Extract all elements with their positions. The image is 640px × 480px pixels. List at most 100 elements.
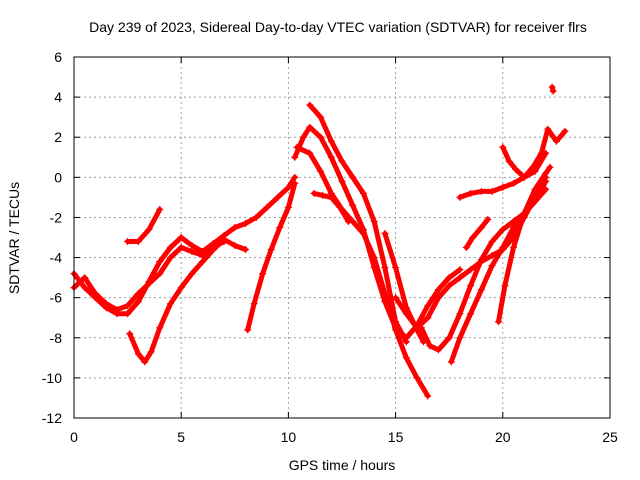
- y-tick-label: 6: [54, 49, 62, 65]
- series-arc-10: [381, 229, 427, 346]
- data-point: [488, 252, 496, 260]
- data-point: [188, 242, 196, 250]
- data-point: [327, 193, 335, 201]
- data-point: [147, 348, 155, 356]
- data-point: [244, 326, 252, 334]
- series-arc-8: [293, 143, 432, 400]
- data-point: [291, 153, 299, 161]
- data-point: [544, 125, 552, 133]
- data-point: [145, 280, 153, 288]
- data-point: [177, 284, 185, 292]
- x-tick-labels: 0 5 10 15 20 25: [70, 429, 618, 445]
- x-tick-label: 25: [602, 429, 618, 445]
- data-point: [499, 183, 507, 191]
- series-arc-7: [306, 101, 410, 346]
- data-point: [537, 149, 545, 157]
- data-point: [113, 306, 121, 314]
- data-point: [499, 225, 507, 233]
- y-tick-label: -12: [42, 410, 62, 426]
- data-point: [293, 143, 301, 151]
- chart-title: Day 239 of 2023, Sidereal Day-to-day VTE…: [89, 19, 587, 35]
- data-point: [134, 298, 142, 306]
- data-point: [549, 87, 557, 95]
- series-trace: [71, 174, 298, 317]
- data-point: [456, 266, 464, 274]
- plot-frame: [73, 56, 611, 419]
- y-tick-label: -6: [50, 290, 63, 306]
- data-point: [310, 189, 318, 197]
- data-point: [327, 153, 335, 161]
- x-tick-label: 5: [177, 429, 185, 445]
- axis-ticks: [73, 56, 611, 419]
- data-point: [156, 205, 164, 213]
- data-point: [134, 350, 142, 358]
- series-trace: [127, 237, 248, 365]
- data-point: [445, 274, 453, 282]
- data-point: [349, 173, 357, 181]
- data-point: [156, 324, 164, 332]
- data-point: [188, 248, 196, 256]
- data-point: [319, 191, 327, 199]
- data-point: [501, 282, 509, 290]
- data-point: [467, 310, 475, 318]
- data-point: [242, 246, 250, 254]
- data-point: [548, 83, 556, 91]
- data-point: [141, 358, 149, 366]
- data-point: [317, 133, 325, 141]
- y-axis-label: SDTVAR / TECUs: [6, 182, 22, 294]
- data-point: [499, 143, 507, 151]
- data-point: [477, 286, 485, 294]
- data-point: [402, 354, 410, 362]
- data-point: [317, 167, 325, 175]
- data-point: [413, 374, 421, 382]
- data-point: [166, 300, 174, 308]
- data-point: [81, 284, 89, 292]
- data-point: [306, 149, 314, 157]
- data-point: [488, 262, 496, 270]
- data-point: [520, 173, 528, 181]
- data-point: [477, 223, 485, 231]
- data-point: [402, 338, 410, 346]
- data-point: [126, 330, 134, 338]
- data-point: [242, 219, 250, 227]
- plot-series: [70, 83, 569, 400]
- data-point: [284, 183, 292, 191]
- data-point: [552, 137, 560, 145]
- data-point: [542, 169, 550, 177]
- data-point: [370, 217, 378, 225]
- data-point: [467, 189, 475, 197]
- data-point: [512, 165, 520, 173]
- data-point: [349, 201, 357, 209]
- data-point: [124, 302, 132, 310]
- series-trace: [393, 174, 549, 331]
- series-arc-2: [70, 238, 228, 314]
- series-arc-4: [126, 236, 250, 366]
- x-tick-label: 10: [281, 429, 297, 445]
- y-tick-label: -4: [50, 250, 63, 266]
- data-point: [274, 193, 282, 201]
- series-arc-17: [495, 163, 554, 326]
- data-point: [134, 238, 142, 246]
- data-point: [445, 282, 453, 290]
- data-point: [338, 177, 346, 185]
- data-point: [467, 282, 475, 290]
- data-point: [510, 244, 518, 252]
- data-point: [299, 133, 307, 141]
- data-point: [462, 244, 470, 252]
- data-point: [499, 244, 507, 252]
- data-point: [456, 274, 464, 282]
- data-point: [456, 310, 464, 318]
- data-point: [209, 246, 217, 254]
- series-arc-1: [70, 173, 299, 318]
- data-point: [199, 258, 207, 266]
- data-point: [424, 302, 432, 310]
- x-axis-label: GPS time / hours: [289, 457, 396, 473]
- data-point: [124, 238, 132, 246]
- data-point: [546, 163, 554, 171]
- data-point: [327, 137, 335, 145]
- data-point: [445, 334, 453, 342]
- data-point: [267, 246, 275, 254]
- data-point: [81, 274, 89, 282]
- data-point: [510, 223, 518, 231]
- y-tick-label: -10: [42, 370, 62, 386]
